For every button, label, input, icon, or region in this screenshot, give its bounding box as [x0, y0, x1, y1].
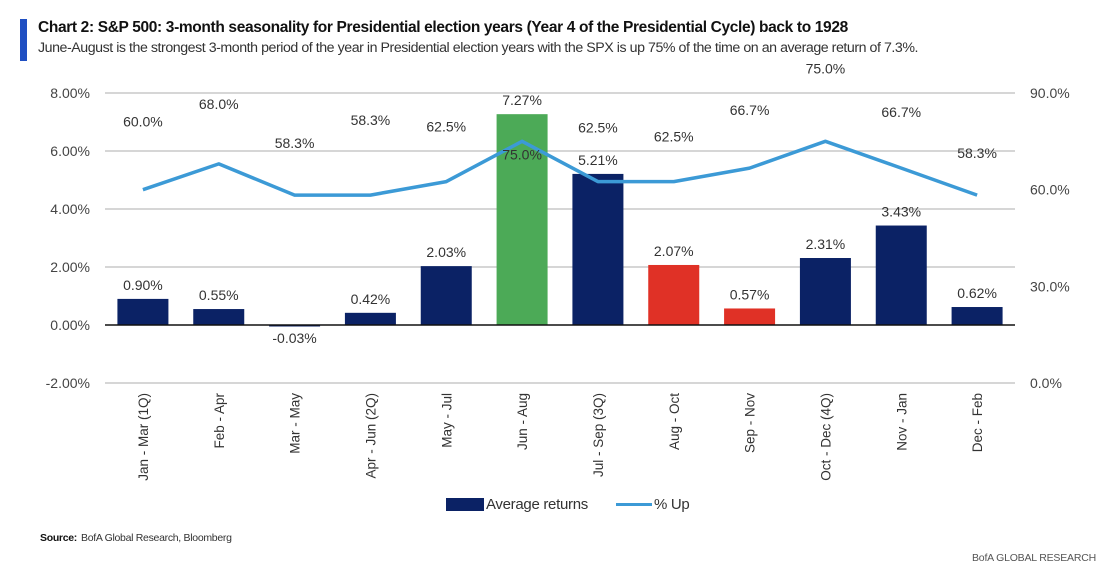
bar-value-label: 0.55% [199, 287, 239, 303]
left-axis-tick-label: 6.00% [50, 143, 90, 159]
bar [572, 173, 624, 325]
bar [117, 298, 169, 325]
bar-value-label: 0.57% [730, 286, 770, 302]
x-axis-category-label: Jul - Sep (3Q) [591, 393, 606, 477]
footer-brand: BofA GLOBAL RESEARCH [972, 552, 1096, 564]
x-axis-category-label: Apr - Jun (2Q) [363, 393, 378, 479]
bar-value-label: 2.07% [654, 243, 694, 259]
x-axis-category-label: May - Jul [439, 393, 454, 448]
x-axis-category-label: Jan - Mar (1Q) [136, 393, 151, 481]
chart-title: Chart 2: S&P 500: 3-month seasonality fo… [38, 19, 848, 36]
bar-value-label: 2.31% [806, 236, 846, 252]
bar [799, 258, 851, 325]
x-axis-category-label: Oct - Dec (4Q) [818, 393, 833, 481]
bar-value-label: -0.03% [272, 330, 316, 346]
line-series-pct-up [142, 139, 978, 197]
line-value-label: 58.3% [351, 112, 391, 128]
right-axis-ticks: 0.0% 30.0% 60.0% 90.0% [1030, 85, 1070, 391]
bar-data-labels: 0.90% 0.55% -0.03% 0.42% 2.03% 7.27% 5.21% 2.07… [123, 92, 997, 346]
line-value-label: 66.7% [881, 104, 921, 120]
line-value-label: 68.0% [199, 96, 239, 112]
left-axis-tick-label: -2.00% [46, 375, 90, 391]
gridlines [105, 92, 1015, 384]
legend-label-average-returns: Average returns [486, 496, 588, 513]
title-accent-bar [20, 19, 27, 61]
line-value-label: 58.3% [957, 145, 997, 161]
legend: Average returns % Up [446, 496, 690, 513]
bar-series-average-returns [117, 114, 1003, 327]
line-value-label: 60.0% [123, 114, 163, 130]
right-axis-tick-label: 0.0% [1030, 375, 1062, 391]
right-axis-tick-label: 30.0% [1030, 278, 1070, 294]
pct-up-line [142, 139, 978, 197]
bar [420, 266, 472, 325]
left-axis-tick-label: 2.00% [50, 259, 90, 275]
bar-value-label: 0.90% [123, 277, 163, 293]
bar [951, 307, 1003, 325]
x-axis-category-label: Mar - May [288, 393, 303, 454]
bar-value-label: 3.43% [881, 204, 921, 220]
x-axis-category-labels: Jan - Mar (1Q) Feb - Apr Mar - May Apr - Ju… [136, 393, 985, 481]
x-axis-category-label: Sep - Nov [743, 393, 758, 453]
right-axis-tick-label: 90.0% [1030, 85, 1070, 101]
x-axis-category-label: Nov - Jan [894, 393, 909, 451]
x-axis-category-label: Aug - Oct [667, 393, 682, 450]
line-value-label: 62.5% [654, 129, 694, 145]
bar [875, 225, 927, 325]
bar [724, 308, 776, 325]
source-label: Source: [40, 532, 77, 544]
x-axis-category-label: Feb - Apr [212, 393, 227, 449]
bar [344, 312, 396, 325]
line-value-label: 75.0% [502, 146, 542, 162]
source-text: BofA Global Research, Bloomberg [81, 532, 232, 544]
legend-swatch-average-returns [446, 498, 484, 511]
x-axis-category-label: Jun - Aug [515, 393, 530, 450]
x-axis-category-label: Dec - Feb [970, 393, 985, 452]
line-value-label: 62.5% [426, 119, 466, 135]
source-note: Source: BofA Global Research, Bloomberg [40, 532, 232, 544]
left-axis-tick-label: 8.00% [50, 85, 90, 101]
left-axis-tick-label: 0.00% [50, 317, 90, 333]
line-value-label: 62.5% [578, 120, 618, 136]
bar-value-label: 2.03% [426, 244, 466, 260]
bar-value-label: 5.21% [578, 152, 618, 168]
legend-swatch-pct-up [615, 503, 652, 506]
line-value-label: 58.3% [275, 135, 315, 151]
left-axis-ticks: -2.00% 0.00% 2.00% 4.00% 6.00% 8.00% [46, 85, 90, 391]
line-data-labels: 60.0% 68.0% 58.3% 58.3% 62.5% 75.0% 62.5% 62.5%… [123, 60, 997, 162]
right-axis-tick-label: 60.0% [1030, 182, 1070, 198]
chart-subtitle: June-August is the strongest 3-month per… [38, 40, 918, 56]
left-axis-tick-label: 4.00% [50, 201, 90, 217]
legend-label-pct-up: % Up [653, 496, 690, 513]
bar [193, 309, 245, 325]
bar-value-label: 0.42% [351, 291, 391, 307]
line-value-label: 66.7% [730, 102, 770, 118]
line-value-label: 75.0% [806, 60, 846, 76]
bar-value-label: 7.27% [502, 92, 542, 108]
bar [648, 264, 700, 325]
bar-value-label: 0.62% [957, 285, 997, 301]
